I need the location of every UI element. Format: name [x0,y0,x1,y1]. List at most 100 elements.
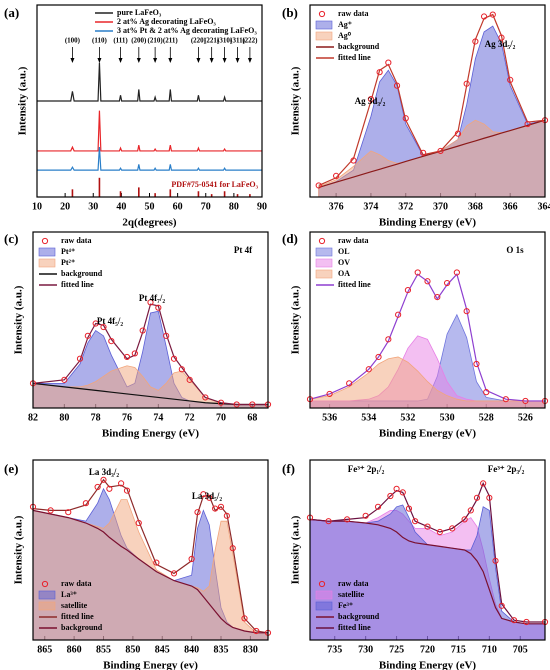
panel: (c) Intensity (a.u.) Binding Energy (eV) 82… [4,231,272,440]
x-tick-label: 850 [125,644,140,655]
legend-symbol [318,580,326,588]
annotation: Fe³⁺ 2p₃/₂ [488,464,525,474]
data-point [461,516,468,523]
legend-label: fitted line [338,53,371,62]
x-axis-label: Binding Energy (eV) [379,217,477,229]
data-point [94,483,101,491]
data-point [241,615,248,622]
peak-label: (220) [191,37,207,45]
data-point [522,397,529,405]
x-tick-label: 10 [32,201,42,212]
data-point [486,494,493,501]
data-point [346,380,353,387]
data-point [188,555,195,563]
data-point [424,523,431,530]
legend-symbol [315,601,333,611]
peak-arrowhead [97,58,102,63]
legend-label: 2 at% Ag decorating LaFeO₃ [117,17,216,26]
data-point [217,503,225,510]
panel: (f) Intensity (a.u.) Binding Energy (eV) 73… [282,459,549,670]
legend-label: Ag⁺ [338,20,352,29]
x-tick-label: 368 [468,201,483,212]
annotation: Ag 3d₃/₂ [355,96,386,106]
panel-label: (a) [4,5,19,20]
legend-symbol [38,590,56,600]
legend-symbol [315,31,333,41]
data-point [155,304,162,311]
x-tick-label: 845 [155,644,170,655]
data-point [524,120,531,128]
data-point [200,491,207,498]
x-axis-label: 2q(degrees) [122,217,177,229]
x-tick-label: 70 [201,201,211,212]
data-point [463,80,470,87]
data-point [253,627,260,635]
data-point [412,518,419,525]
annotation: Fe³⁺ 2p₁/₂ [348,464,385,474]
y-axis-label: Intensity (a.u.) [290,66,302,135]
data-point [395,311,402,318]
x-tick-label: 526 [518,412,533,423]
x-tick-label: 705 [513,644,528,655]
data-point [489,11,496,18]
data-point [194,509,201,516]
legend-symbol [315,258,333,268]
data-point [123,487,131,494]
data-point [118,480,125,487]
data-point [147,299,154,306]
x-tick-label: 30 [88,201,98,212]
annotation: Pt 4f₅/₂ [97,316,123,326]
x-axis-label: Binding Energy (ev) [103,660,198,670]
x-axis-label: Binding Energy (eV) [379,428,477,440]
legend-label: pure LaFeO₃ [117,8,162,17]
y-axis-label: Intensity (a.u.) [17,66,29,135]
panel: (d)Intensity (a.u.)Binding Energy (eV)53… [282,231,549,440]
legend-label: OL [338,247,350,256]
x-tick-label: 860 [67,644,82,655]
data-point [385,336,392,343]
data-point [420,149,427,156]
x-tick-label: 710 [482,644,497,655]
peak-arrowhead [235,58,240,63]
data-point [206,494,213,501]
data-point [217,399,225,406]
data-point [82,500,89,507]
annotation: Pt 4f [234,245,253,255]
data-point [393,485,400,492]
legend-label: raw data [338,579,368,588]
x-tick-label: 720 [420,644,435,655]
x-tick-label: 374 [363,201,378,212]
peak-label: (111) [113,37,128,45]
x-tick-label: 865 [37,644,52,655]
data-point [61,376,68,383]
data-point [325,518,332,525]
plot-frame [309,4,546,198]
panel-label: (d) [282,231,298,246]
data-point [454,130,462,137]
y-axis-label: Intensity (a.u.) [290,515,302,584]
panel-label: (c) [4,231,18,246]
x-tick-label: 20 [60,201,70,212]
data-point [502,396,509,403]
peak-label: (210) [148,37,164,45]
legend-label: OA [338,269,350,278]
peak-arrowhead [168,58,173,63]
legend-label: raw data [338,9,368,18]
legend-label: satellite [338,590,365,599]
data-point [376,69,383,76]
peak-label: (211) [163,37,178,45]
x-tick-label: 730 [358,644,373,655]
data-point [367,95,375,103]
panel-label: (f) [282,461,295,476]
x-tick-label: 735 [327,644,342,655]
annotation: La 3d₅/₂ [192,491,222,501]
x-tick-label: 370 [433,201,448,212]
legend-label: raw data [61,579,91,588]
data-point [326,390,333,398]
panel: (e) Intensity (a.u.) Binding Energy (ev) 86… [4,459,272,670]
legend-label: background [61,623,103,632]
x-tick-label: 530 [440,412,455,423]
x-tick-label: 840 [184,644,199,655]
legend-label: Ag⁰ [338,31,352,40]
legend-symbol [315,247,333,257]
